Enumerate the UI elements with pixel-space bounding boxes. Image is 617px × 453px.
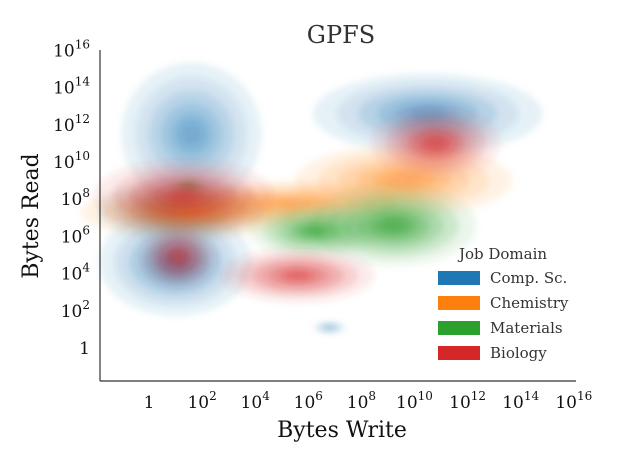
x-tick-label: 102 (187, 389, 216, 413)
x-tick-label: 104 (241, 389, 271, 413)
tick-base: 10 (396, 393, 418, 413)
x-tick-label: 1014 (502, 389, 539, 413)
series-density-3 (94, 107, 500, 303)
x-tick-label: 106 (294, 389, 323, 413)
tick-base: 10 (53, 116, 75, 136)
density-contour (385, 174, 422, 187)
y-tick-label: 1012 (53, 112, 90, 136)
y-tick-label: 1016 (53, 37, 90, 61)
density-contour (179, 122, 204, 147)
tick-exponent: 12 (75, 112, 90, 126)
x-tick-label: 1010 (396, 389, 433, 413)
tick-base: 10 (61, 302, 83, 322)
x-ticks: 1 102 104 106 108 1010 1012 1014 1016 (144, 389, 593, 413)
y-tick-label: 1 (79, 339, 90, 359)
tick-exponent: 14 (75, 75, 91, 89)
tick-base: 10 (187, 393, 209, 413)
y-axis-label: Bytes Read (19, 153, 44, 279)
tick-base: 10 (294, 393, 316, 413)
tick-exponent: 12 (471, 389, 486, 403)
tick-exponent: 16 (577, 389, 592, 403)
legend-swatch (438, 321, 480, 335)
tick-exponent: 16 (75, 37, 90, 51)
tick-exponent: 14 (524, 389, 540, 403)
tick-base: 10 (53, 41, 75, 61)
tick-base: 10 (347, 393, 369, 413)
y-tick-label: 1014 (53, 75, 90, 99)
tick-base: 1 (144, 393, 155, 413)
legend-label: Biology (490, 344, 547, 362)
legend-label: Chemistry (490, 294, 569, 312)
tick-exponent: 10 (75, 149, 90, 163)
tick-base: 10 (53, 79, 75, 99)
tick-exponent: 2 (209, 389, 217, 403)
density-contour (326, 326, 333, 329)
legend-swatch (438, 271, 480, 285)
tick-exponent: 4 (262, 389, 270, 403)
legend: Job Domain Comp. Sc. Chemistry Materials Bi… (438, 245, 569, 362)
tick-base: 10 (449, 393, 471, 413)
tick-exponent: 4 (82, 261, 90, 275)
tick-exponent: 2 (82, 298, 90, 312)
legend-swatch (438, 346, 480, 360)
tick-exponent: 6 (315, 389, 323, 403)
tick-base: 10 (61, 265, 83, 285)
tick-base: 10 (53, 153, 75, 173)
density-contour (425, 137, 447, 150)
x-axis-label: Bytes Write (277, 418, 407, 443)
x-tick-label: 1016 (555, 389, 592, 413)
legend-swatch (438, 296, 480, 310)
plot-area (80, 62, 543, 333)
y-tick-label: 102 (61, 298, 90, 322)
legend-label: Comp. Sc. (490, 269, 567, 287)
density-contour (284, 270, 311, 280)
y-tick-label: 104 (61, 261, 91, 285)
density-contour (171, 251, 185, 263)
y-tick-label: 106 (61, 223, 90, 247)
tick-base: 10 (241, 393, 263, 413)
x-tick-label: 108 (347, 389, 376, 413)
tick-exponent: 10 (418, 389, 433, 403)
density-contour (379, 218, 408, 232)
legend-title: Job Domain (457, 245, 547, 263)
x-tick-label: 1 (144, 393, 155, 413)
legend-label: Materials (490, 319, 563, 337)
tick-base: 1 (79, 339, 90, 359)
tick-exponent: 8 (82, 186, 90, 200)
density-contour (168, 189, 199, 202)
y-tick-label: 108 (61, 186, 90, 210)
tick-exponent: 8 (368, 389, 376, 403)
chart-title: GPFS (307, 21, 375, 49)
tick-exponent: 6 (82, 223, 90, 237)
tick-base: 10 (555, 393, 577, 413)
tick-base: 10 (502, 393, 524, 413)
tick-base: 10 (61, 227, 83, 247)
y-tick-label: 1010 (53, 149, 90, 173)
tick-base: 10 (61, 190, 83, 210)
x-tick-label: 1012 (449, 389, 486, 413)
series-density-2 (172, 179, 477, 266)
